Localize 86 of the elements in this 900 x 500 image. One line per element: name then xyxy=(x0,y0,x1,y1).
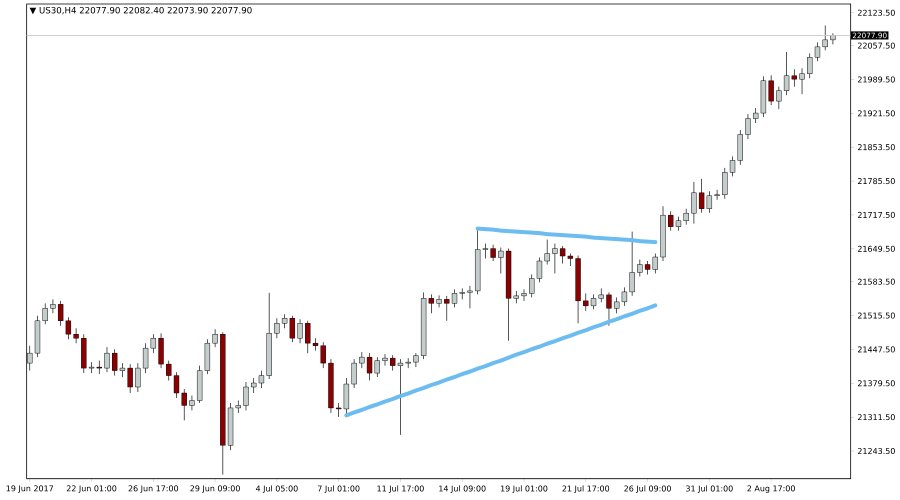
candlestick xyxy=(428,294,434,314)
candlestick xyxy=(792,68,798,88)
candlestick xyxy=(730,156,736,177)
candlestick xyxy=(405,358,411,368)
candlestick xyxy=(320,342,326,368)
candlestick xyxy=(637,259,643,277)
candlestick xyxy=(784,51,790,96)
candlestick xyxy=(536,257,542,283)
candlestick xyxy=(66,316,72,340)
candlestick xyxy=(182,388,187,421)
candlestick xyxy=(691,181,697,224)
candlestick xyxy=(382,354,388,366)
candlestick xyxy=(606,292,612,326)
candlestick xyxy=(251,378,256,394)
candlestick xyxy=(398,358,404,436)
candlestick xyxy=(598,288,604,303)
candlestick xyxy=(436,295,442,308)
candlestick xyxy=(568,253,574,266)
candlestick xyxy=(714,189,720,200)
candlestick xyxy=(552,243,558,274)
candlestick xyxy=(490,244,496,262)
candlestick xyxy=(745,114,751,140)
chart-title: ▼ US30,H4 22077.90 22082.40 22073.90 22077.90 xyxy=(30,6,252,14)
candlestick xyxy=(305,320,310,354)
candlestick xyxy=(96,360,102,374)
candlestick xyxy=(127,364,133,394)
candlestick xyxy=(698,178,704,214)
candlestick xyxy=(752,108,758,124)
candlestick xyxy=(374,356,380,378)
candlestick xyxy=(722,168,728,200)
candlestick xyxy=(614,297,620,314)
candlestick xyxy=(212,328,218,348)
candlestick xyxy=(290,315,296,343)
candlestick xyxy=(282,314,288,329)
candlestick xyxy=(460,288,465,300)
candlestick xyxy=(312,338,318,351)
candlestick xyxy=(498,247,504,274)
candlestick xyxy=(413,352,419,368)
candlestick xyxy=(297,318,303,344)
candlestick xyxy=(73,328,79,344)
candlestick xyxy=(799,68,805,94)
candlestick xyxy=(236,400,241,414)
candlestick xyxy=(644,260,650,275)
candlestick xyxy=(142,342,148,374)
candlestick xyxy=(521,289,527,302)
candlestick xyxy=(359,352,365,368)
candlestick xyxy=(112,348,118,376)
candlestick xyxy=(150,334,156,354)
candlestick xyxy=(351,358,357,388)
candlestick xyxy=(668,210,674,231)
candlestick xyxy=(50,299,56,314)
candlestick xyxy=(189,395,195,411)
candlestick xyxy=(706,190,712,214)
candlestick xyxy=(544,239,550,265)
candlestick xyxy=(120,362,126,378)
candlestick xyxy=(336,402,342,418)
candlestick xyxy=(258,370,264,388)
candlestick xyxy=(366,352,372,381)
candlestick xyxy=(676,216,682,231)
candlestick xyxy=(467,286,473,309)
candlestick xyxy=(482,243,488,259)
candlestick xyxy=(390,354,396,371)
candlestick xyxy=(622,287,628,306)
candlestick xyxy=(42,303,48,325)
candlestick xyxy=(135,362,141,392)
candlestick xyxy=(768,74,774,106)
candlestick xyxy=(529,274,534,298)
candlestick xyxy=(683,208,689,225)
candlestick xyxy=(452,289,458,308)
candlestick xyxy=(814,42,820,62)
candlestick xyxy=(166,360,172,381)
candlestick xyxy=(560,246,566,264)
candlestick xyxy=(583,293,588,312)
candlestick xyxy=(274,318,280,339)
candlestick xyxy=(104,346,110,372)
candlestick xyxy=(629,231,635,296)
candlestick xyxy=(444,296,450,322)
candlestick xyxy=(776,86,782,110)
candlestick xyxy=(58,300,64,326)
candlestick xyxy=(590,294,596,310)
candlestick xyxy=(514,290,519,304)
candlestick xyxy=(174,372,180,398)
candlestick xyxy=(807,52,812,79)
candlestick xyxy=(652,253,658,274)
candlestick xyxy=(88,362,94,374)
candlestick xyxy=(243,382,249,411)
